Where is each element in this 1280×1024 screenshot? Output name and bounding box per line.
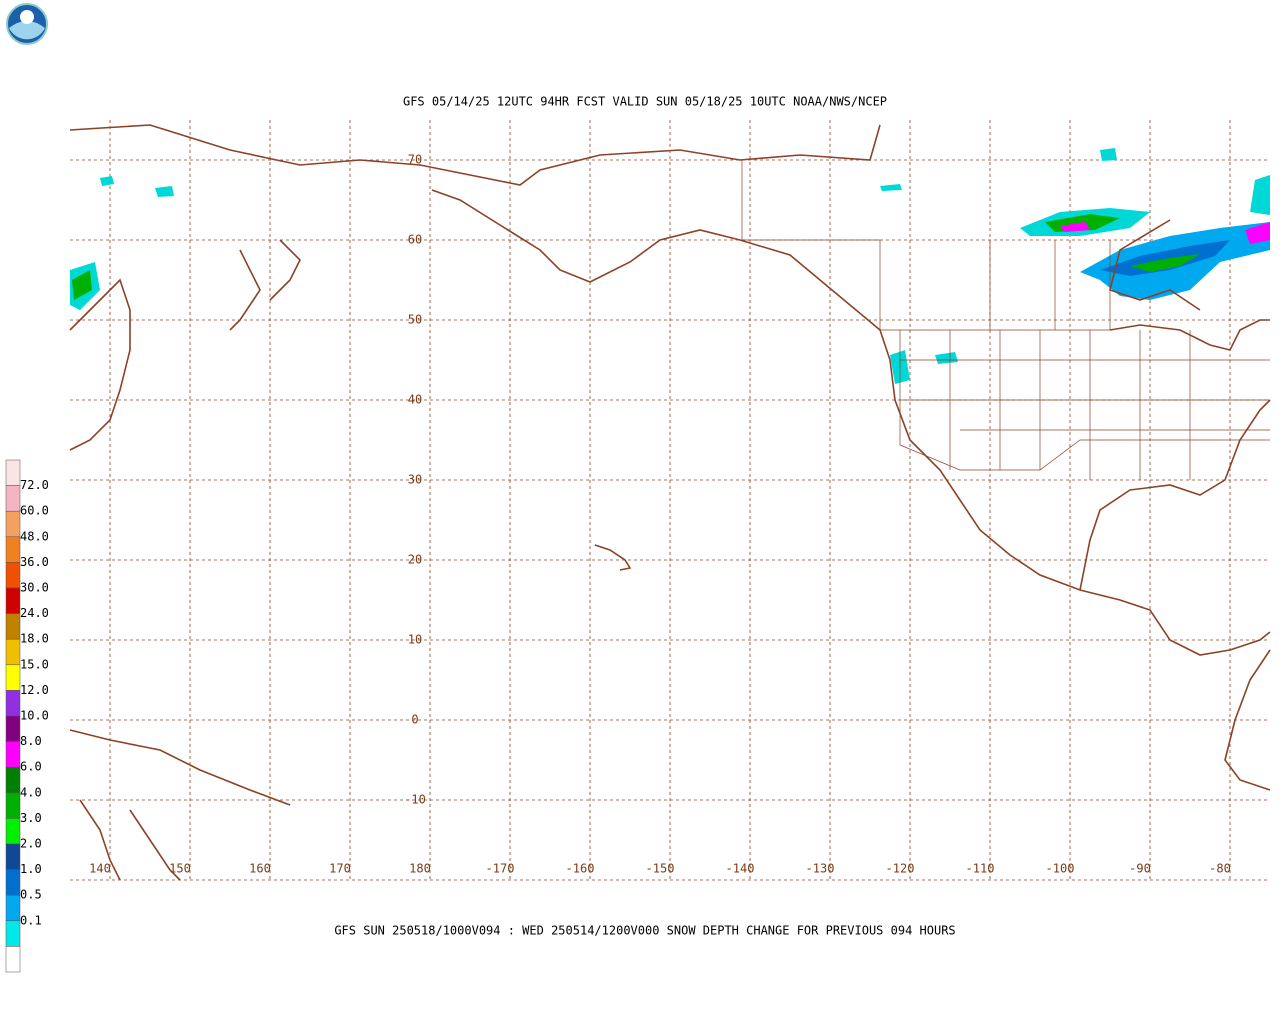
legend-swatch <box>5 843 21 870</box>
legend-label: 72.0 <box>20 478 49 492</box>
lon-label: 160 <box>249 862 271 876</box>
lon-label: -110 <box>966 862 995 876</box>
lat-label: 60 <box>408 233 422 247</box>
legend-swatch <box>5 894 21 922</box>
legend-label: 3.0 <box>20 811 42 825</box>
legend-label: 30.0 <box>20 581 49 595</box>
legend-label: 24.0 <box>20 606 49 620</box>
lon-label: -150 <box>646 862 675 876</box>
lat-label: 0 <box>411 713 418 727</box>
lat-label: -10 <box>404 793 426 807</box>
legend-swatch <box>5 562 21 589</box>
legend-swatch <box>5 715 21 742</box>
lon-label: -140 <box>726 862 755 876</box>
borders <box>741 160 1270 480</box>
lat-label: 50 <box>408 313 422 327</box>
snow-areas <box>70 148 1270 384</box>
legend-swatch <box>5 920 21 947</box>
legend-label: 15.0 <box>20 657 49 671</box>
lon-label: 180 <box>409 862 431 876</box>
legend-swatch <box>5 613 21 640</box>
legend-swatch <box>5 792 21 819</box>
legend-swatch <box>5 869 21 896</box>
lon-label: -120 <box>886 862 915 876</box>
lon-label: -130 <box>806 862 835 876</box>
legend-swatch <box>5 766 21 794</box>
legend-label: 6.0 <box>20 760 42 774</box>
legend-label: 12.0 <box>20 683 49 697</box>
lon-label: 140 <box>89 862 111 876</box>
legend-label: 4.0 <box>20 785 42 799</box>
lat-label: 20 <box>408 553 422 567</box>
title: GFS 05/14/25 12UTC 94HR FCST VALID SUN 0… <box>403 95 887 109</box>
legend-label: 0.5 <box>20 888 42 902</box>
coastlines <box>69 124 1271 881</box>
lat-label: 70 <box>408 153 422 167</box>
lon-label: -160 <box>566 862 595 876</box>
legend-swatch <box>5 587 21 614</box>
legend-swatch <box>5 536 21 563</box>
lon-label: -170 <box>486 862 515 876</box>
legend-swatch <box>5 664 21 691</box>
legend-swatch <box>5 510 21 538</box>
legend: 72.0 60.0 48.0 36.0 30.0 24.0 18.0 15.0 12.0 10.0… <box>5 459 49 973</box>
caption: GFS SUN 250518/1000V094 : WED 250514/120… <box>334 924 955 938</box>
lon-label: 170 <box>329 862 351 876</box>
legend-swatch <box>5 690 21 717</box>
lat-label: 40 <box>408 393 422 407</box>
noaa-logo <box>6 3 48 45</box>
lon-label: -80 <box>1209 862 1231 876</box>
grid: 70 60 50 40 30 20 10 0 -10 140 150 160 170 180 -170 -16… <box>70 120 1270 881</box>
lon-label: -90 <box>1129 862 1151 876</box>
legend-swatch <box>5 638 21 666</box>
legend-swatch <box>5 741 21 768</box>
legend-label: 36.0 <box>20 555 49 569</box>
legend-label: 1.0 <box>20 862 42 876</box>
legend-label: 10.0 <box>20 709 49 723</box>
lat-label: 30 <box>408 473 422 487</box>
legend-label: 18.0 <box>20 632 49 646</box>
legend-swatch <box>5 818 21 845</box>
legend-swatch <box>5 946 21 973</box>
lon-label: 150 <box>169 862 191 876</box>
legend-label: 60.0 <box>20 504 49 518</box>
legend-swatch <box>5 459 21 486</box>
legend-label: 8.0 <box>20 734 42 748</box>
lon-label: -100 <box>1046 862 1075 876</box>
legend-swatch <box>5 485 21 512</box>
legend-label: 48.0 <box>20 529 49 543</box>
lat-label: 10 <box>408 633 422 647</box>
legend-label: 2.0 <box>20 837 42 851</box>
legend-label: 0.1 <box>20 913 42 927</box>
